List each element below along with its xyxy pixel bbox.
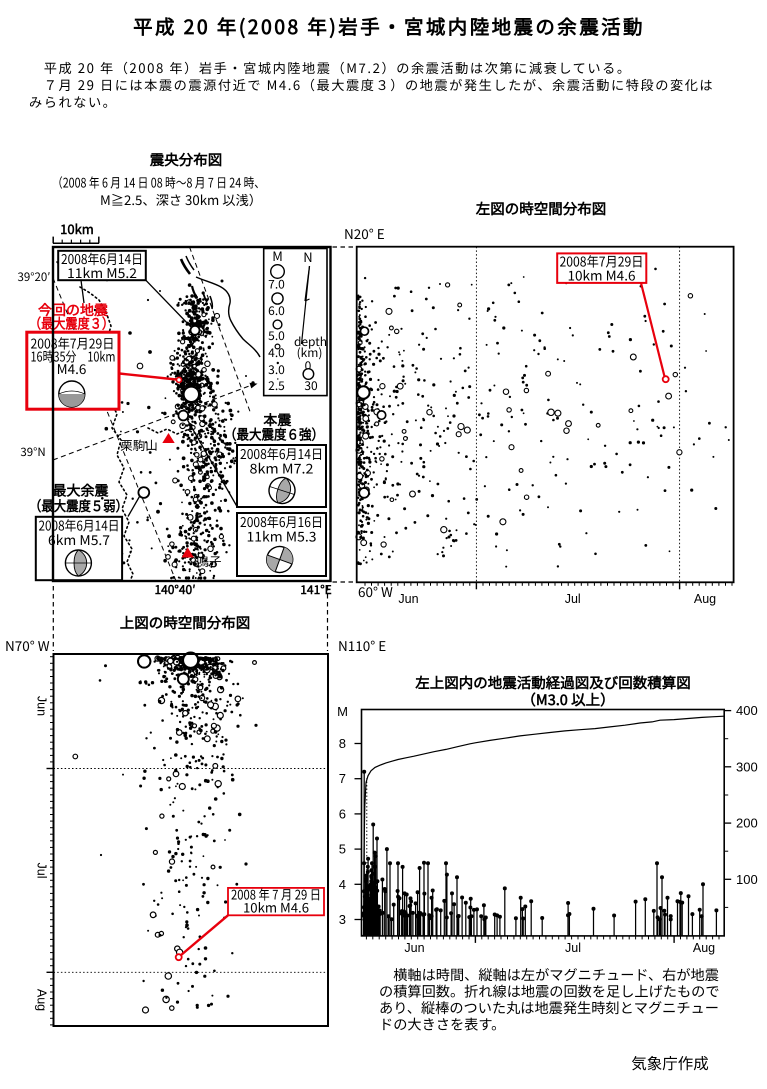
svg-text:あり、縦棒のついた丸は地震発生時刻とマグニチュー: あり、縦棒のついた丸は地震発生時刻とマグニチュー bbox=[379, 998, 719, 1018]
svg-text:M4.6: M4.6 bbox=[57, 358, 87, 378]
svg-text:200: 200 bbox=[736, 816, 758, 831]
svg-text:７月 29 日には本震の震源付近で M4.6（最大震度３）の: ７月 29 日には本震の震源付近で M4.6（最大震度３）の地震が発生したが、余… bbox=[29, 75, 714, 94]
svg-text:8km M7.2: 8km M7.2 bbox=[250, 458, 314, 478]
svg-text:30: 30 bbox=[304, 377, 318, 394]
svg-text:(km): (km) bbox=[297, 344, 323, 361]
svg-text:6km M5.7: 6km M5.7 bbox=[48, 529, 110, 549]
svg-text:4: 4 bbox=[339, 877, 346, 892]
svg-text:11km M5.2: 11km M5.2 bbox=[67, 262, 137, 282]
svg-text:depth: depth bbox=[294, 333, 327, 350]
svg-text:（2008 年 6 月 14 日 08 時～8 月 7 日: （2008 年 6 月 14 日 08 時～8 月 7 日 24 時、 bbox=[52, 173, 265, 192]
svg-text:6.0: 6.0 bbox=[268, 302, 285, 319]
svg-text:2008年6月14日: 2008年6月14日 bbox=[61, 248, 143, 268]
svg-text:本震: 本震 bbox=[262, 410, 292, 430]
svg-text:140°40′: 140°40′ bbox=[154, 581, 195, 598]
svg-text:みられない。: みられない。 bbox=[29, 92, 117, 111]
svg-text:2008年6月16日: 2008年6月16日 bbox=[240, 511, 323, 531]
svg-text:Jul: Jul bbox=[35, 863, 49, 879]
svg-text:2.5: 2.5 bbox=[268, 377, 285, 394]
svg-text:39°20′: 39°20′ bbox=[18, 269, 51, 285]
svg-text:Jun: Jun bbox=[404, 941, 424, 955]
svg-text:60° W: 60° W bbox=[358, 581, 393, 601]
svg-text:Jul: Jul bbox=[565, 592, 581, 606]
svg-text:M: M bbox=[272, 246, 283, 265]
svg-text:16時35分 10km: 16時35分 10km bbox=[31, 346, 116, 366]
svg-text:7: 7 bbox=[339, 771, 346, 786]
svg-text:N70° W: N70° W bbox=[5, 635, 50, 655]
svg-text:横軸は時間、縦軸は左がマグニチュード、右が地震: 横軸は時間、縦軸は左がマグニチュード、右が地震 bbox=[379, 965, 719, 985]
svg-text:2008年7月29日: 2008年7月29日 bbox=[560, 251, 644, 271]
svg-text:Aug: Aug bbox=[694, 592, 716, 606]
svg-text:3: 3 bbox=[339, 912, 346, 927]
svg-text:平成 20 年（2008 年）岩手・宮城内陸地震（M7.2）: 平成 20 年（2008 年）岩手・宮城内陸地震（M7.2）の余震活動は次第に減… bbox=[29, 58, 632, 77]
svg-text:10km M4.6: 10km M4.6 bbox=[243, 898, 309, 917]
svg-text:N20° E: N20° E bbox=[344, 223, 385, 243]
svg-text:5.0: 5.0 bbox=[268, 327, 285, 344]
svg-text:3.0: 3.0 bbox=[268, 361, 285, 378]
svg-text:M: M bbox=[337, 704, 348, 719]
svg-text:震央分布図: 震央分布図 bbox=[149, 149, 223, 170]
svg-text:の積算回数。折れ線は地震の回数を足し上げたもので: の積算回数。折れ線は地震の回数を足し上げたもので bbox=[379, 982, 720, 1002]
svg-text:39°N: 39°N bbox=[20, 444, 45, 460]
svg-text:（最大震度５弱）: （最大震度５弱） bbox=[29, 496, 128, 516]
svg-text:左上図内の地震活動経過図及び回数積算図: 左上図内の地震活動経過図及び回数積算図 bbox=[414, 672, 691, 693]
svg-text:11km M5.3: 11km M5.3 bbox=[247, 526, 317, 546]
svg-text:最大余震: 最大余震 bbox=[53, 481, 110, 501]
svg-text:N110° E: N110° E bbox=[338, 635, 386, 655]
svg-text:Jun: Jun bbox=[398, 592, 418, 606]
svg-text:6: 6 bbox=[339, 806, 346, 821]
svg-text:栗駒山: 栗駒山 bbox=[120, 435, 158, 454]
svg-text:2008年6月14日: 2008年6月14日 bbox=[39, 515, 120, 535]
svg-text:（M3.0 以上）: （M3.0 以上） bbox=[521, 689, 614, 710]
svg-text:10km M4.6: 10km M4.6 bbox=[568, 265, 636, 285]
svg-text:M≧2.5、深さ 30km 以浅）: M≧2.5、深さ 30km 以浅） bbox=[100, 190, 262, 209]
svg-text:10km: 10km bbox=[60, 219, 94, 238]
svg-text:100: 100 bbox=[736, 872, 758, 887]
svg-text:Jul: Jul bbox=[565, 941, 581, 955]
svg-text:左図の時空間分布図: 左図の時空間分布図 bbox=[475, 198, 607, 219]
svg-text:4.0: 4.0 bbox=[268, 344, 285, 361]
svg-text:2008年6月14日: 2008年6月14日 bbox=[240, 443, 323, 463]
svg-text:Aug: Aug bbox=[693, 941, 715, 955]
svg-text:7.0: 7.0 bbox=[268, 276, 285, 293]
svg-text:8: 8 bbox=[339, 736, 346, 751]
svg-text:N: N bbox=[303, 247, 312, 266]
svg-text:気象庁作成: 気象庁作成 bbox=[631, 1052, 709, 1074]
svg-text:300: 300 bbox=[736, 759, 758, 774]
svg-text:鳴子: 鳴子 bbox=[196, 551, 221, 570]
svg-text:平成 20 年(2008 年)岩手・宮城内陸地震の余震活動: 平成 20 年(2008 年)岩手・宮城内陸地震の余震活動 bbox=[133, 11, 645, 40]
svg-text:5: 5 bbox=[339, 842, 346, 857]
svg-text:ドの大きさを表す。: ドの大きさを表す。 bbox=[379, 1015, 505, 1035]
svg-text:2008年7月29日: 2008年7月29日 bbox=[31, 333, 115, 353]
svg-text:400: 400 bbox=[736, 703, 758, 718]
svg-text:（最大震度３）: （最大震度３） bbox=[29, 314, 114, 334]
svg-text:0: 0 bbox=[305, 357, 312, 374]
svg-text:141°E: 141°E bbox=[300, 581, 332, 598]
svg-text:（最大震度６強）: （最大震度６強） bbox=[224, 425, 324, 445]
svg-text:Aug: Aug bbox=[35, 989, 49, 1011]
svg-text:2008 年 7 月 29 日: 2008 年 7 月 29 日 bbox=[231, 885, 321, 904]
svg-text:8: 8 bbox=[202, 325, 208, 341]
svg-text:上図の時空間分布図: 上図の時空間分布図 bbox=[120, 612, 251, 633]
svg-text:今回の地震: 今回の地震 bbox=[38, 300, 109, 320]
svg-text:Jun: Jun bbox=[35, 696, 49, 716]
